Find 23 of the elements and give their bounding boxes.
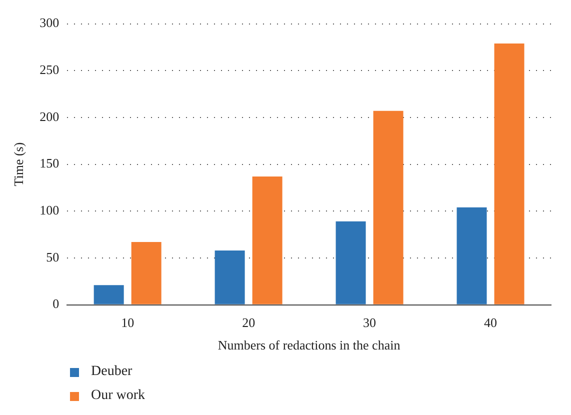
y-tick-label: 0 [52,296,60,312]
y-tick-label: 300 [40,15,60,30]
bar [456,207,487,304]
y-tick-label: 50 [46,249,60,264]
y-tick-label: 100 [40,202,60,218]
bar [373,110,404,304]
legend-label: Our work [91,388,146,404]
y-tick-label: 200 [40,108,60,124]
x-tick-label: 20 [242,315,256,330]
y-axis-title: Time (s) [11,142,26,186]
y-tick-label: 150 [40,156,60,171]
bar [214,250,245,304]
bar [494,43,524,304]
legend-label: Deuber [91,364,132,380]
x-tick-label: 10 [121,315,134,330]
x-tick-label: 40 [484,315,498,330]
bar [94,285,124,304]
bar [252,176,282,304]
bar [131,242,162,304]
y-tick-label: 250 [40,62,60,78]
x-tick-label: 30 [363,315,376,330]
bar [336,221,366,304]
x-axis-title: Numbers of redactions in the chain [218,338,401,353]
